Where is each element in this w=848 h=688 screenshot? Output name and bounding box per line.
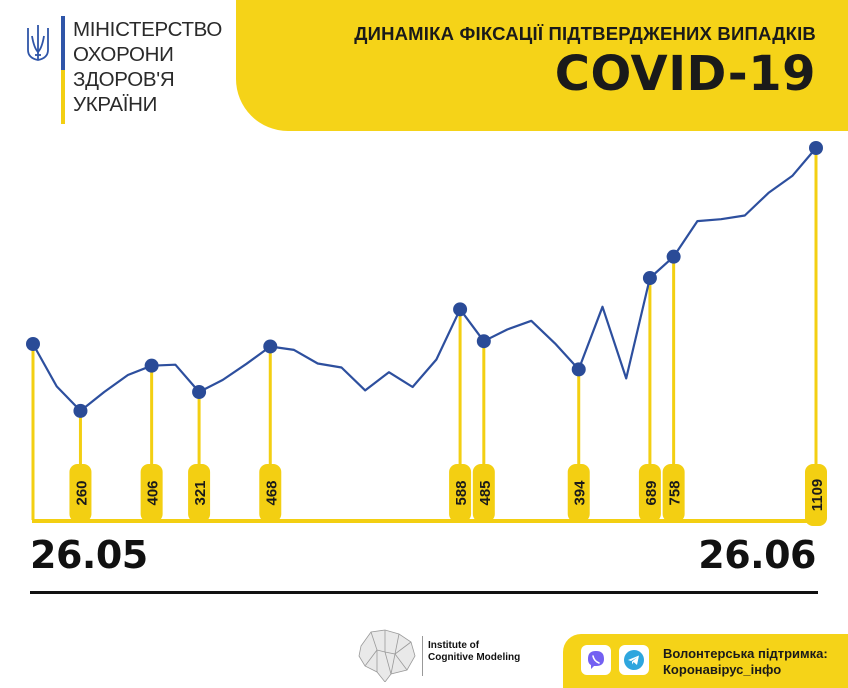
data-label: 260 <box>73 480 90 505</box>
viber-icon[interactable] <box>581 645 611 675</box>
data-point <box>144 358 159 373</box>
data-label: 1109 <box>809 479 826 512</box>
volunteer-text: Волонтерська підтримка: Коронавірус_інфо <box>663 646 828 678</box>
data-point <box>809 141 823 155</box>
institute-divider <box>422 636 423 676</box>
point-layer <box>26 141 823 418</box>
institute-name-line: Cognitive Modeling <box>428 652 521 663</box>
data-label-pill <box>638 464 661 522</box>
data-label: 468 <box>263 480 280 505</box>
data-point <box>263 339 278 354</box>
x-end-label: 26.06 <box>698 533 816 577</box>
ministry-name-line: ОХОРОНИ <box>73 43 174 66</box>
volunteer-line: Волонтерська підтримка: <box>663 646 828 661</box>
volunteer-panel: Волонтерська підтримка: Коронавірус_інфо <box>563 634 848 688</box>
chart-baseline <box>32 519 818 523</box>
data-point <box>26 337 40 351</box>
data-label-pill <box>259 464 282 522</box>
data-point <box>666 249 681 264</box>
data-label-pill <box>805 464 827 526</box>
telegram-glyph <box>624 650 644 670</box>
data-label: 394 <box>572 480 589 506</box>
data-label-layer: 260 406 321 468 588 485 394 689 758 1109 <box>69 464 827 526</box>
series-layer <box>32 147 817 412</box>
viber-glyph <box>588 651 604 669</box>
data-label-pill <box>662 464 685 522</box>
data-label-pill <box>69 464 92 522</box>
data-point <box>453 302 468 317</box>
data-point <box>571 362 586 377</box>
institute-logo: Institute of Cognitive Modeling <box>355 626 535 682</box>
data-label: 485 <box>477 480 494 505</box>
logo-divider <box>61 16 65 124</box>
data-label: 588 <box>453 480 470 505</box>
data-label: 406 <box>145 480 162 505</box>
chart-title: ДИНАМІКА ФІКСАЦІЇ ПІДТВЕРДЖЕНИХ ВИПАДКІВ <box>354 23 816 44</box>
x-start-label: 26.05 <box>30 533 148 577</box>
ministry-name-line: ЗДОРОВ'Я <box>73 68 175 91</box>
data-point <box>73 403 88 418</box>
data-point <box>642 271 657 286</box>
data-label-pill <box>567 464 590 522</box>
date-rule <box>30 591 818 594</box>
ministry-name-line: МІНІСТЕРСТВО <box>73 18 223 41</box>
trident-icon <box>27 25 49 61</box>
ministry-name: МІНІСТЕРСТВО ОХОРОНИ ЗДОРОВ'Я УКРАЇНИ <box>73 17 233 117</box>
data-label-pill <box>140 464 163 522</box>
data-point <box>192 384 207 399</box>
telegram-icon[interactable] <box>619 645 649 675</box>
ministry-name-line: УКРАЇНИ <box>73 93 158 116</box>
institute-name-line: Institute of <box>428 640 480 651</box>
brain-icon <box>358 629 416 682</box>
data-label: 758 <box>667 480 684 505</box>
cases-chart: 260 406 321 468 588 485 394 689 758 1109 <box>26 141 827 526</box>
data-label: 321 <box>192 480 209 505</box>
header-band: ДИНАМІКА ФІКСАЦІЇ ПІДТВЕРДЖЕНИХ ВИПАДКІВ… <box>236 0 848 131</box>
data-point <box>476 334 491 349</box>
data-label-pill <box>188 464 211 522</box>
chart-subtitle: COVID-19 <box>554 46 816 102</box>
volunteer-line: Коронавірус_інфо <box>663 662 782 677</box>
data-label: 689 <box>643 480 660 505</box>
data-label-pill <box>449 464 472 522</box>
data-label-pill <box>472 464 495 522</box>
series-line <box>32 147 817 412</box>
institute-name: Institute of Cognitive Modeling <box>428 640 520 664</box>
